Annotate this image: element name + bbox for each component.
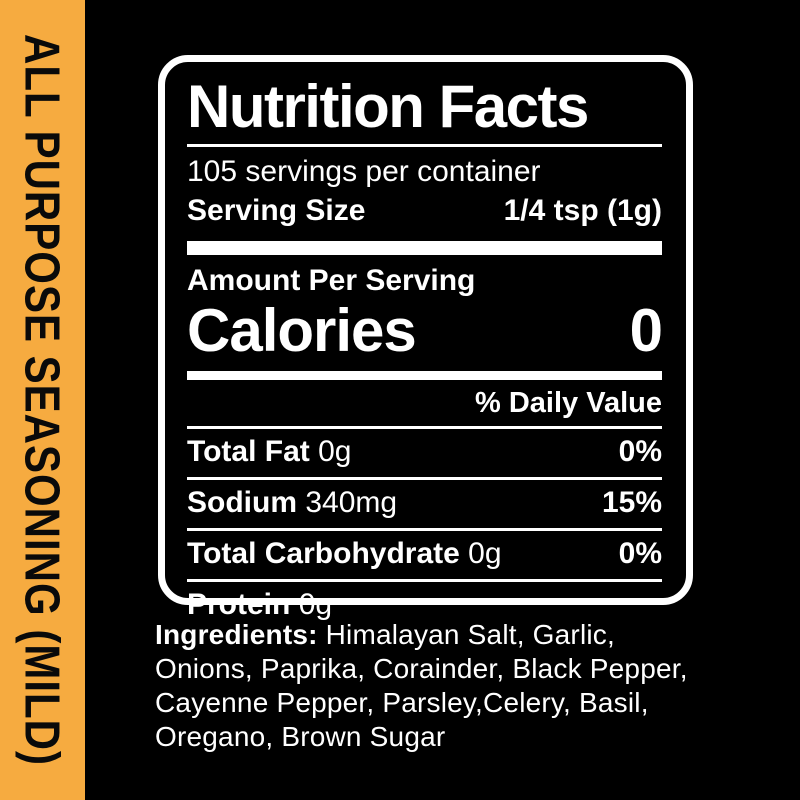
nutrient-name-amount: Total Fat 0g (187, 435, 352, 469)
nutrient-amount: 340mg (305, 486, 398, 520)
ingredients-paragraph: Ingredients: Himalayan Salt, Garlic, Oni… (155, 618, 715, 755)
calories-value: 0 (629, 297, 663, 365)
nutrient-name: Protein (187, 588, 291, 622)
row-divider (187, 579, 662, 583)
side-banner: ALL PURPOSE SEASONING (MILD) (0, 0, 85, 800)
nutrient-row-total-fat: Total Fat 0g 0% (187, 429, 662, 477)
nutrient-name-amount: Total Carbohydrate 0g (187, 537, 502, 571)
product-name-vertical: ALL PURPOSE SEASONING (MILD) (14, 34, 71, 766)
daily-value-header: % Daily Value (475, 387, 662, 420)
row-divider (187, 528, 662, 532)
nutrient-name-amount: Protein 0g (187, 588, 332, 622)
thick-divider (187, 241, 662, 256)
ingredients-text: Himalayan Salt, Garlic, Onions, Paprika,… (155, 619, 688, 753)
nutrient-amount: 0g (318, 435, 352, 469)
nutrient-row-total-carbohydrate: Total Carbohydrate 0g 0% (187, 531, 662, 579)
title-divider (187, 144, 662, 148)
nutrition-facts-panel: Nutrition Facts 105 servings per contain… (158, 55, 693, 621)
serving-size-label: Serving Size (187, 194, 366, 228)
serving-size-value: 1/4 tsp (1g) (503, 194, 662, 228)
nutrient-name: Total Carbohydrate (187, 537, 460, 571)
nutrient-dv: 15% (601, 486, 662, 520)
nutrient-amount: 0g (468, 537, 502, 571)
serving-size-row: Serving Size 1/4 tsp (1g) (187, 194, 662, 228)
nutrient-name: Sodium (187, 486, 297, 520)
servings-per-container: 105 servings per container (187, 155, 541, 189)
nutrient-row-sodium: Sodium 340mg 15% (187, 480, 662, 528)
ingredients-label: Ingredients: (155, 619, 318, 650)
nutrient-amount: 0g (298, 588, 333, 622)
amount-per-serving-label: Amount Per Serving (187, 264, 476, 298)
nutrient-name-amount: Sodium 340mg (187, 486, 397, 520)
row-divider (187, 477, 662, 481)
nutrient-name: Total Fat (187, 435, 310, 469)
nutrient-dv: 0% (618, 435, 662, 469)
calories-label: Calories (187, 297, 417, 365)
nutrition-facts-title: Nutrition Facts (187, 73, 589, 140)
calories-row: Calories 0 (187, 297, 663, 365)
medium-divider (187, 371, 662, 381)
nutrient-dv: 0% (618, 537, 662, 571)
row-divider (187, 426, 662, 430)
nutrient-row-protein: Protein 0g (187, 582, 662, 630)
